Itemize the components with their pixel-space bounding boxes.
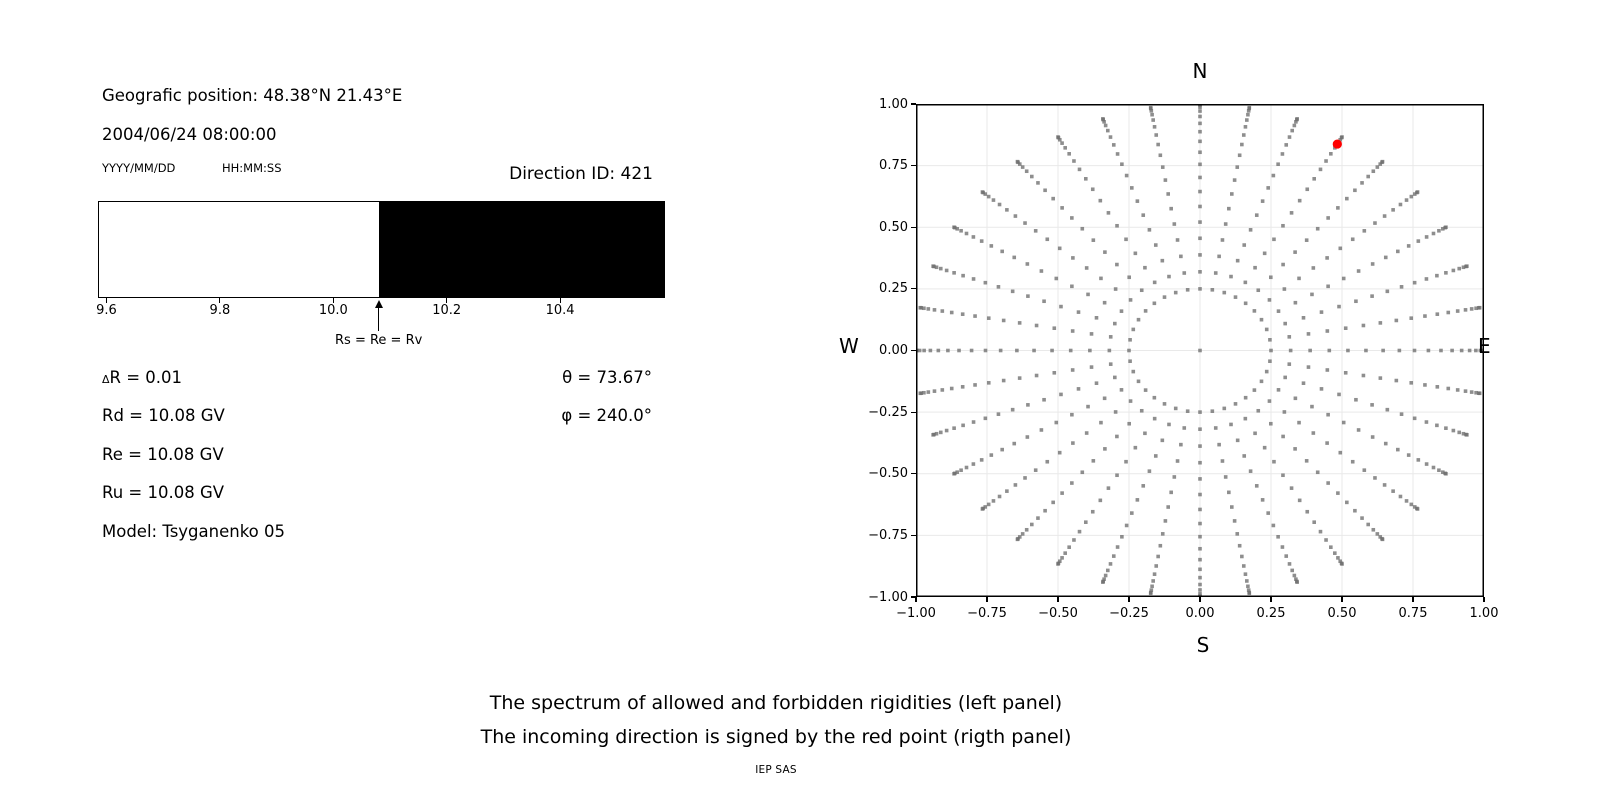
- marker-arrow-head: [374, 300, 383, 308]
- x-axis-tick: [1341, 597, 1343, 602]
- y-axis-tick: [911, 165, 916, 167]
- bar-axis-tick: [219, 298, 221, 303]
- x-axis-tick: [1128, 597, 1130, 602]
- y-axis-tick-label: −0.50: [868, 466, 908, 482]
- marker-arrow-line: [378, 307, 380, 331]
- x-axis-tick-label: −0.25: [1109, 606, 1149, 621]
- asymptotic-direction-dots: [916, 104, 1484, 597]
- ru-value: Ru = 10.08 GV: [102, 483, 225, 502]
- x-axis-tick-label: 1.00: [1469, 606, 1499, 621]
- x-axis-tick: [915, 597, 917, 602]
- incoming-direction-point: [1332, 139, 1342, 149]
- bar-axis-tick-label: 9.8: [209, 303, 231, 318]
- x-axis-tick: [986, 597, 988, 602]
- bar-axis-tick-label: 10.4: [545, 303, 575, 318]
- y-axis-tick: [911, 349, 916, 352]
- time-format-label: HH:MM:SS: [222, 161, 282, 175]
- compass-label-east: E: [1478, 334, 1491, 358]
- y-axis-tick-label: 0.75: [879, 158, 908, 174]
- y-axis-tick-label: 0.50: [879, 219, 908, 235]
- x-axis-tick: [1483, 597, 1485, 602]
- x-axis-tick-label: 0.75: [1398, 606, 1428, 621]
- bar-axis-tick-label: 9.6: [96, 303, 117, 318]
- y-axis-tick: [911, 411, 916, 413]
- y-axis-tick-label: 0.00: [879, 343, 908, 358]
- delta-r-rest: R = 0.01: [109, 368, 183, 387]
- forbidden-region: [378, 202, 664, 297]
- datetime-text: 2004/06/24 08:00:00: [102, 125, 277, 144]
- direction-id-text: Direction ID: 421: [509, 164, 653, 184]
- y-axis-tick-label: 0.25: [879, 281, 908, 297]
- rigidity-spectrum-bar: [98, 201, 665, 298]
- x-axis-tick-label: −0.75: [967, 606, 1007, 621]
- bar-axis-tick-label: 10.2: [432, 303, 462, 318]
- x-axis-tick-label: 0.00: [1185, 606, 1215, 621]
- y-axis-tick-label: 1.00: [879, 96, 908, 112]
- caption-line-1: The spectrum of allowed and forbidden ri…: [489, 692, 1063, 714]
- phi-value: φ = 240.0°: [561, 406, 652, 425]
- y-axis-tick: [911, 596, 916, 598]
- direction-scatter-plot: [916, 104, 1484, 597]
- date-format-label: YYYY/MM/DD: [102, 161, 176, 175]
- caption-line-2: The incoming direction is signed by the …: [480, 726, 1072, 748]
- bar-axis-tick: [105, 298, 108, 303]
- rigidity-marker-label: Rs = Re = Rv: [335, 333, 423, 348]
- compass-label-north: N: [1192, 59, 1208, 83]
- x-axis-tick-label: 0.25: [1256, 606, 1286, 621]
- y-axis-tick-label: −0.75: [868, 527, 908, 543]
- y-axis-tick: [911, 288, 916, 290]
- x-axis-tick-label: −0.50: [1038, 606, 1078, 621]
- x-axis-tick: [1412, 597, 1414, 602]
- x-axis-tick: [1057, 597, 1059, 602]
- x-axis-tick: [1199, 597, 1201, 602]
- geographic-position-text: Geografic position: 48.38°N 21.43°E: [102, 86, 403, 105]
- compass-label-south: S: [1196, 633, 1210, 657]
- model-text: Model: Tsyganenko 05: [102, 522, 286, 541]
- delta-r-value: ΔR = 0.01: [102, 368, 182, 390]
- theta-value: θ = 73.67°: [562, 368, 652, 387]
- x-axis-tick: [1270, 597, 1272, 602]
- plot-frame: [916, 104, 1484, 597]
- bar-axis-tick: [446, 298, 448, 303]
- y-axis-tick: [911, 226, 916, 228]
- y-axis-tick: [911, 103, 916, 105]
- x-axis-tick-label: −1.00: [896, 606, 936, 621]
- y-axis-tick-label: −0.25: [868, 404, 908, 420]
- re-value: Re = 10.08 GV: [102, 445, 224, 464]
- y-axis-tick: [911, 534, 916, 536]
- y-axis-tick: [911, 473, 916, 475]
- rd-value: Rd = 10.08 GV: [102, 406, 225, 425]
- bar-axis-tick: [559, 298, 561, 303]
- credit-text: IEP SAS: [755, 764, 797, 776]
- compass-label-west: W: [839, 334, 859, 358]
- x-axis-tick-label: 0.50: [1327, 606, 1357, 621]
- y-axis-tick-label: −1.00: [868, 589, 908, 605]
- delta-symbol: Δ: [102, 373, 110, 386]
- bar-axis-tick: [332, 298, 334, 303]
- bar-axis-tick-label: 10.0: [318, 303, 348, 318]
